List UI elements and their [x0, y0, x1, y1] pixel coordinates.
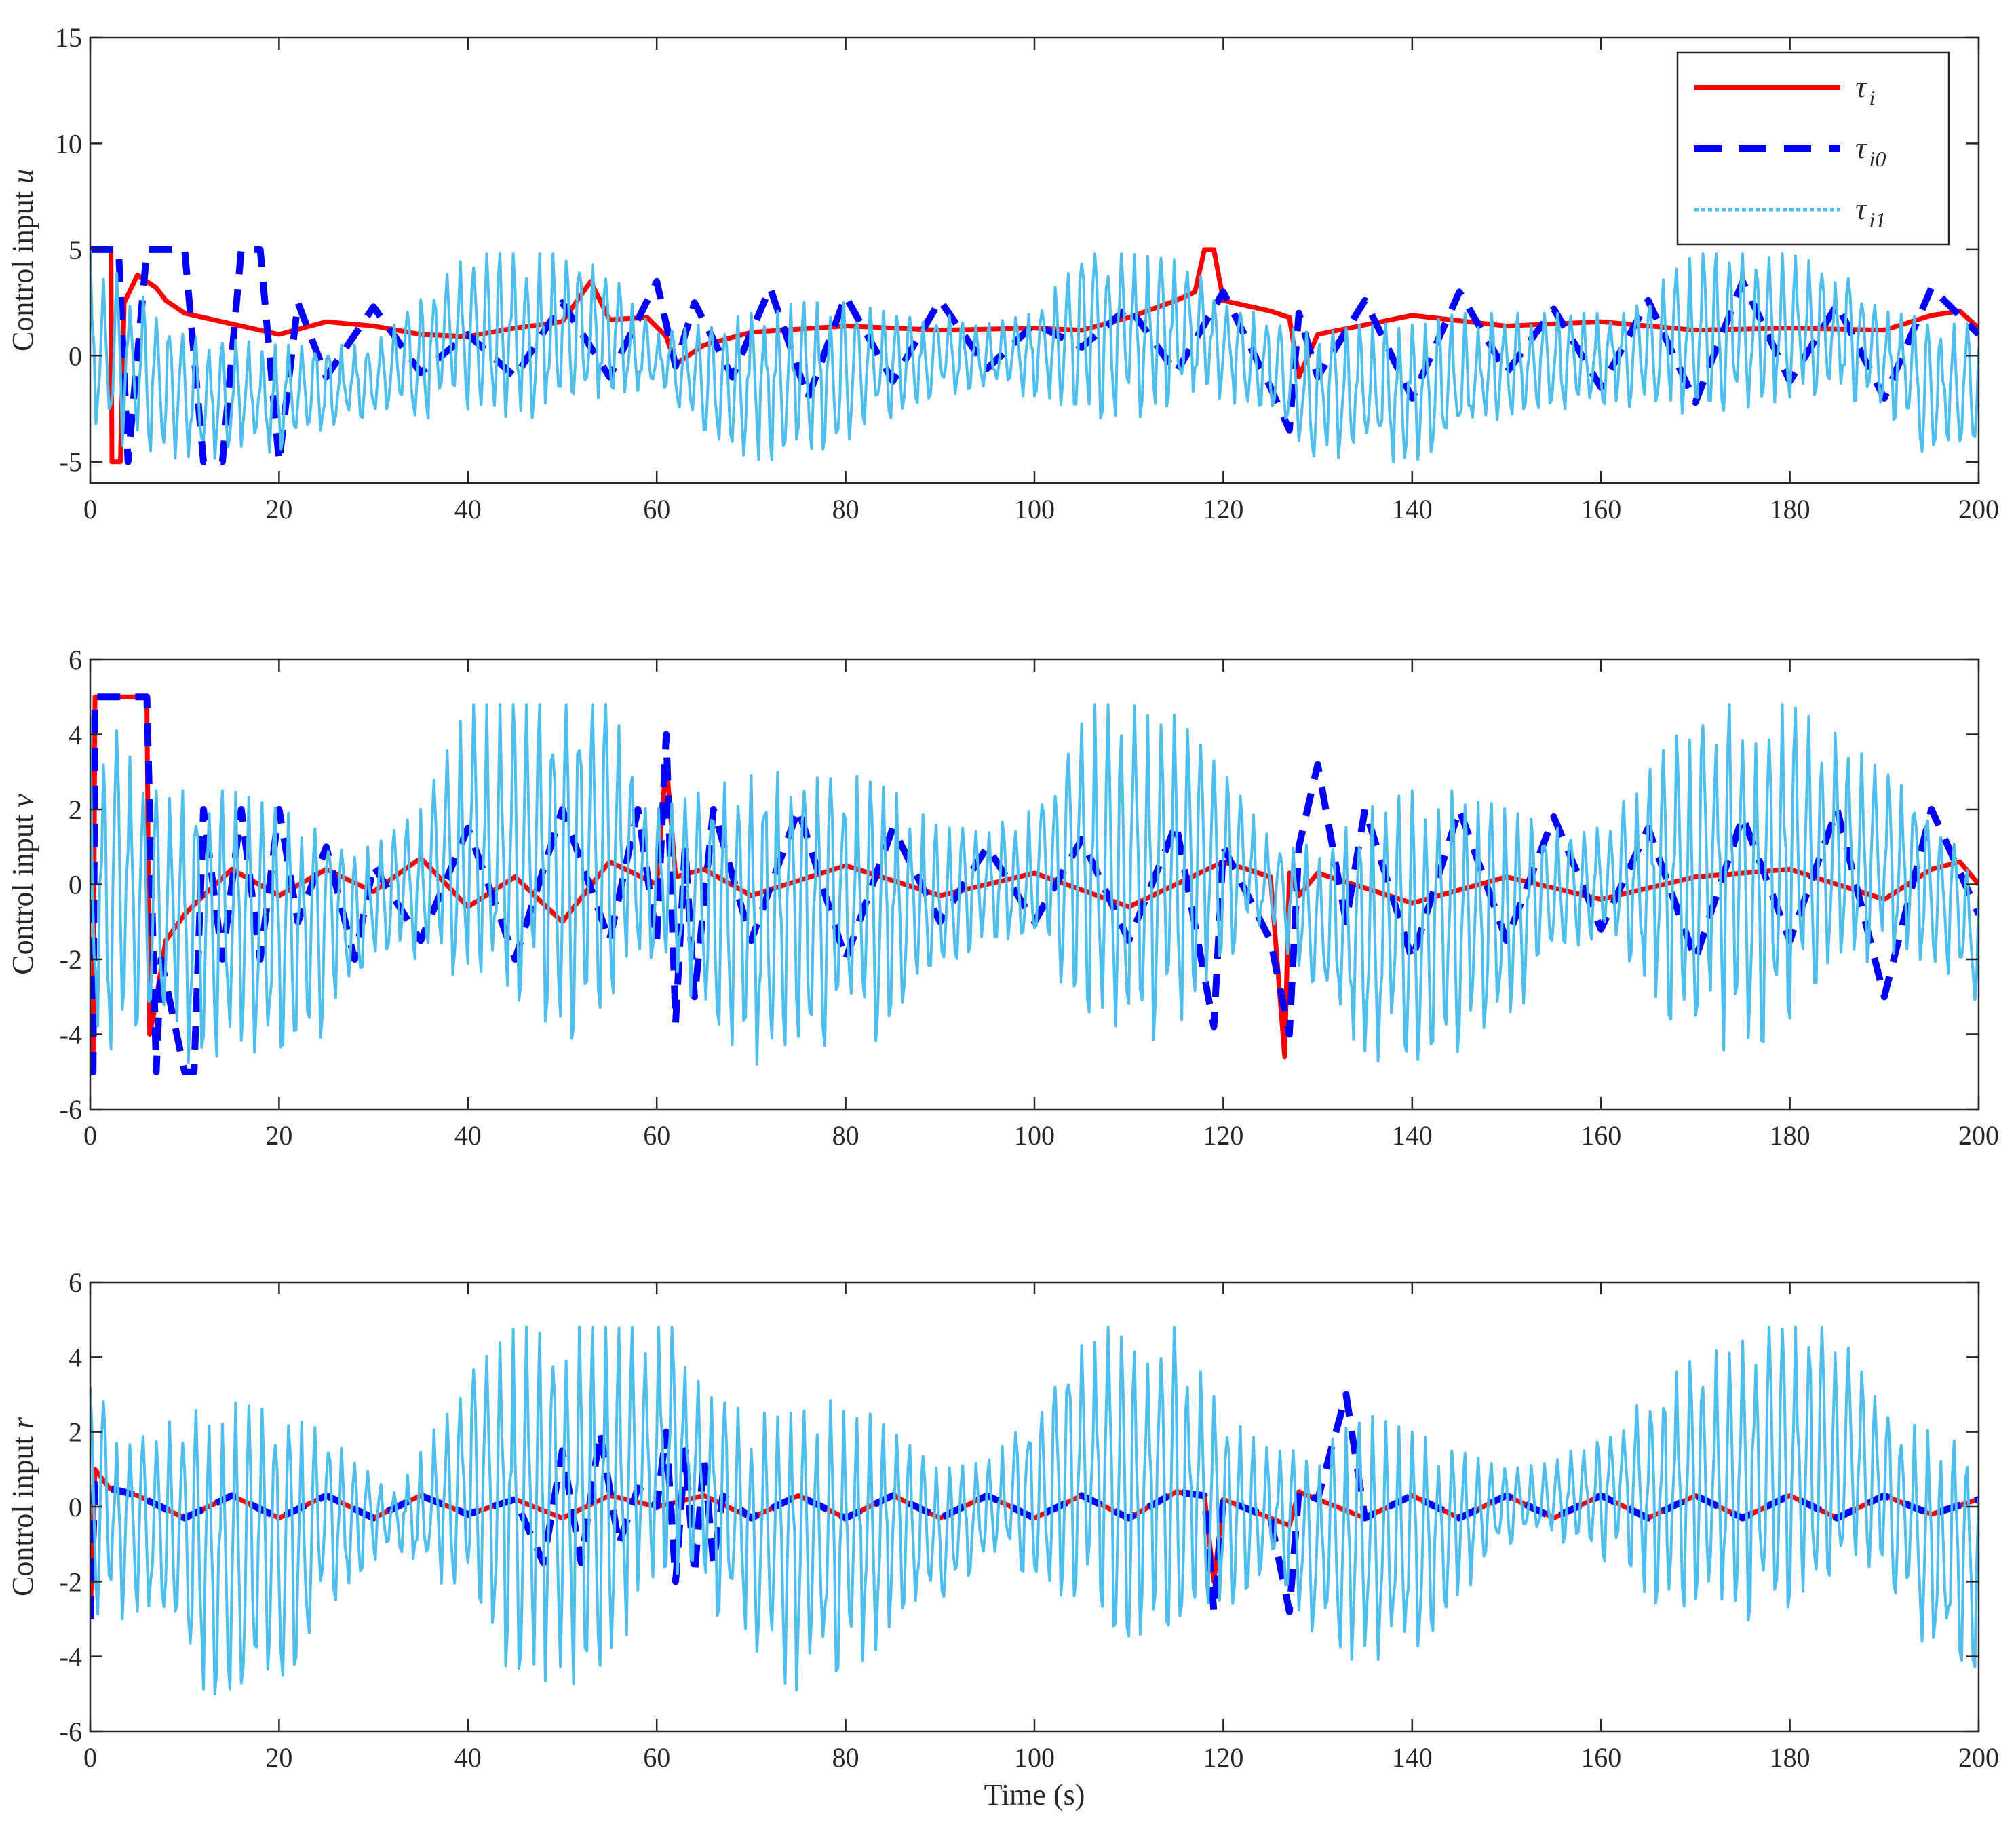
x-tick-label-r-140: 140	[1392, 1742, 1433, 1773]
x-tick-label-v-80: 80	[832, 1120, 859, 1151]
x-tick-label-r-180: 180	[1770, 1742, 1810, 1773]
y-tick-label-r--4: -4	[60, 1642, 82, 1672]
y-tick-label-v-0: 0	[69, 870, 82, 900]
y-axis-label-u: Control input u	[6, 169, 39, 351]
y-tick-label-r-6: 6	[69, 1267, 82, 1298]
x-tick-label-u-160: 160	[1581, 494, 1621, 524]
plot-area-u	[90, 246, 1979, 465]
y-axis-label-r: Control input r	[6, 1417, 39, 1596]
plot-area-v	[90, 693, 1979, 1075]
x-tick-label-u-140: 140	[1392, 494, 1433, 524]
legend-label-tau-i-sub: i	[1869, 85, 1875, 110]
axes-frame-u	[89, 36, 1980, 484]
series-tau-i1-u	[90, 249, 1979, 463]
y-tick-label-r-2: 2	[69, 1417, 82, 1448]
x-tick-label-r-80: 80	[832, 1742, 859, 1773]
y-tick-label-u-15: 15	[55, 22, 82, 53]
y-tick-label-u-0: 0	[69, 341, 82, 371]
y-tick-label-v--2: -2	[60, 944, 82, 975]
legend: τ i τ i0 τ i1	[1676, 51, 1950, 246]
x-tick-label-u-180: 180	[1770, 494, 1810, 524]
x-tick-label-v-180: 180	[1770, 1120, 1810, 1151]
x-tick-label-v-120: 120	[1203, 1120, 1243, 1151]
x-tick-label-u-20: 20	[265, 494, 292, 524]
y-axis-label-u-variable: u	[6, 169, 39, 184]
series-tau-i1-r	[90, 1326, 1979, 1695]
y-tick-label-u--5: -5	[60, 447, 82, 478]
x-tick-label-u-0: 0	[83, 494, 97, 524]
y-tick-label-u-10: 10	[55, 128, 82, 159]
y-axis-label-v: Control input v	[6, 794, 39, 975]
x-tick-label-r-20: 20	[265, 1742, 292, 1773]
x-tick-label-r-100: 100	[1014, 1742, 1055, 1773]
axes-frame-v	[89, 658, 1980, 1111]
x-tick-label-v-140: 140	[1392, 1120, 1433, 1151]
y-tick-label-v--6: -6	[60, 1094, 82, 1125]
x-tick-label-r-160: 160	[1581, 1742, 1621, 1773]
x-tick-label-r-60: 60	[643, 1742, 670, 1773]
x-tick-label-u-120: 120	[1203, 494, 1243, 524]
legend-entry-tau-i0: τ i0	[1694, 130, 1886, 171]
legend-label-tau-i1-sub: i1	[1869, 208, 1886, 232]
x-tick-label-r-40: 40	[454, 1742, 482, 1773]
x-tick-label-v-40: 40	[454, 1120, 482, 1151]
x-tick-label-v-200: 200	[1958, 1120, 1999, 1151]
x-tick-label-r-0: 0	[83, 1742, 97, 1773]
y-tick-label-r--6: -6	[60, 1716, 82, 1747]
x-tick-label-u-80: 80	[832, 494, 859, 524]
series-tau-i1-v	[90, 703, 1979, 1066]
x-tick-label-v-0: 0	[83, 1120, 97, 1151]
x-tick-label-v-160: 160	[1581, 1120, 1621, 1151]
y-axis-label-v-prefix: Control input	[6, 807, 39, 975]
x-axis-label: Time (s)	[984, 1778, 1085, 1811]
subplot-r: 0 20 40 60 80 100 120 140 160 180 200 -6 -4 -2 0 2 4 6 Co…	[6, 1267, 1999, 1811]
x-tick-label-v-20: 20	[265, 1120, 292, 1151]
x-tick-label-r-200: 200	[1958, 1742, 1999, 1773]
x-tick-label-u-200: 200	[1958, 494, 1999, 524]
y-axis-label-r-variable: r	[6, 1417, 39, 1429]
x-tick-label-u-100: 100	[1014, 494, 1055, 524]
axis-ticks-r: 0 20 40 60 80 100 120 140 160 180 200 -6 -4 -2 0 2 4 6	[60, 1267, 1999, 1773]
x-tick-label-v-60: 60	[643, 1120, 670, 1151]
legend-label-tau-i-base: τ	[1855, 69, 1867, 104]
axis-ticks-v: 0 20 40 60 80 100 120 140 160 180 200 -6 -4 -2 0 2 4 6	[60, 645, 1999, 1151]
legend-label-tau-i0: τ i0	[1855, 130, 1886, 171]
y-tick-label-v--4: -4	[60, 1020, 82, 1050]
x-tick-label-r-120: 120	[1203, 1742, 1243, 1773]
plot-area-r	[90, 1326, 1979, 1695]
y-tick-label-r-4: 4	[69, 1342, 82, 1372]
y-tick-label-r--2: -2	[60, 1566, 82, 1597]
series-tau-i0-r	[90, 1391, 1979, 1619]
legend-entry-tau-i: τ i	[1694, 69, 1875, 110]
legend-box	[1676, 51, 1950, 246]
legend-label-tau-i0-sub: i0	[1869, 147, 1886, 171]
x-tick-label-u-40: 40	[454, 494, 482, 524]
x-tick-label-u-60: 60	[643, 494, 670, 524]
legend-label-tau-i0-base: τ	[1855, 130, 1867, 165]
y-tick-label-v-6: 6	[69, 645, 82, 675]
y-tick-label-r-0: 0	[69, 1492, 82, 1522]
subplot-v: 0 20 40 60 80 100 120 140 160 180 200 -6 -4 -2 0 2 4 6 Co…	[6, 645, 1999, 1151]
y-axis-label-u-prefix: Control input	[6, 184, 39, 351]
y-axis-label-v-variable: v	[6, 794, 39, 807]
series-tau-i-u	[90, 247, 1979, 465]
y-tick-label-u-5: 5	[69, 235, 82, 265]
y-tick-label-v-4: 4	[69, 720, 82, 750]
legend-label-tau-i1-base: τ	[1855, 191, 1867, 226]
legend-entry-tau-i1: τ i1	[1694, 191, 1886, 232]
x-tick-label-v-100: 100	[1014, 1120, 1055, 1151]
legend-label-tau-i: τ i	[1855, 69, 1875, 110]
y-axis-label-r-prefix: Control input	[6, 1429, 39, 1596]
axes-frame-r	[89, 1281, 1980, 1733]
y-tick-label-v-2: 2	[69, 794, 82, 825]
legend-label-tau-i1: τ i1	[1855, 191, 1886, 232]
